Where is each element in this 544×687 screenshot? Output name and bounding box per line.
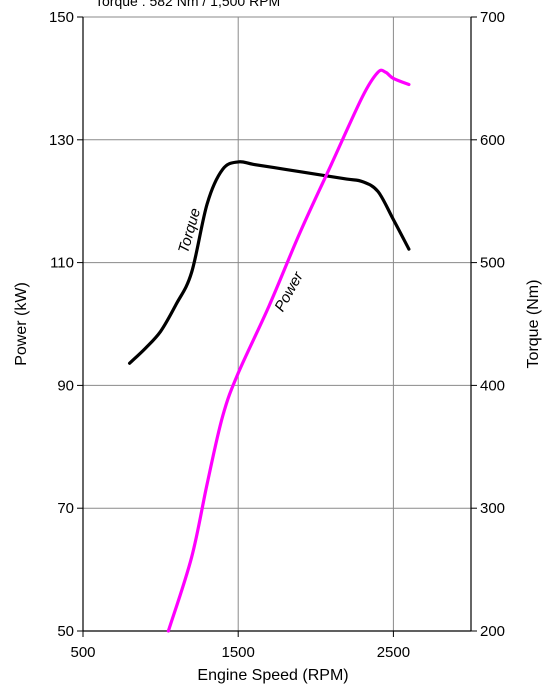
- y-right-tick-label-4: 600: [480, 132, 505, 149]
- grid-layer: [83, 16, 471, 632]
- y-left-tick-label-3: 110: [50, 255, 74, 272]
- y-right-tick-label-1: 300: [480, 500, 505, 517]
- top-note: Torque : 582 Nm / 1,500 RPM: [95, 0, 280, 9]
- series-layer: [128, 68, 411, 633]
- y-right-tick-label-2: 400: [480, 377, 505, 394]
- y-left-tick-label-4: 130: [49, 132, 74, 149]
- y-left-tick-label-5: 150: [49, 9, 74, 26]
- y-right-tick-label-3: 500: [480, 255, 505, 272]
- y-axis-right-title: Torque (Nm): [525, 280, 542, 369]
- series-line-torque: [128, 160, 411, 365]
- x-tick-label-1: 1500: [222, 644, 255, 661]
- x-tick-label-2: 2500: [377, 644, 410, 661]
- plot-frame: [77, 16, 477, 637]
- x-axis-title: Engine Speed (RPM): [197, 667, 348, 684]
- y-left-tick-label-1: 70: [57, 500, 74, 517]
- y-left-tick-label-2: 90: [57, 377, 74, 394]
- y-axis-left-title: Power (kW): [13, 282, 30, 366]
- series-line-power: [166, 68, 411, 633]
- y-right-tick-label-5: 700: [480, 9, 505, 26]
- y-right-tick-label-0: 200: [480, 623, 505, 640]
- x-tick-label-0: 500: [70, 644, 95, 661]
- y-left-tick-label-0: 50: [57, 623, 74, 640]
- tick-labels: 50 70 90 110 130 150 200 300 400 500 600 700 500 1500…: [49, 9, 505, 661]
